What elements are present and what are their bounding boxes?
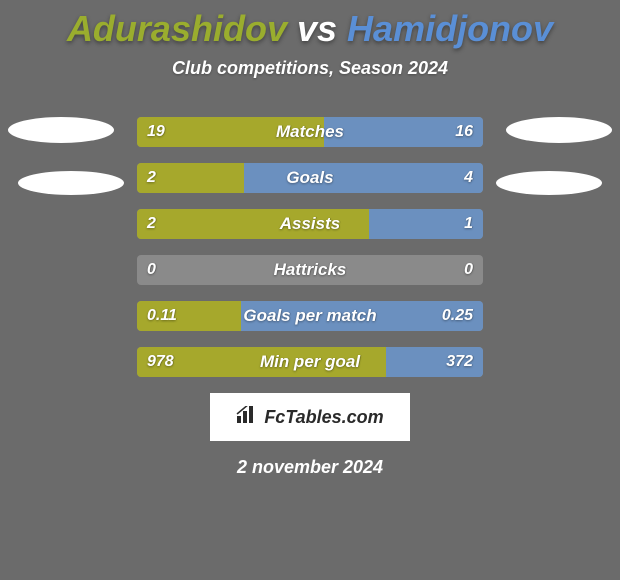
- stat-bar: Goals2 4: [137, 163, 483, 193]
- decor-ellipse: [18, 171, 124, 195]
- stat-bar-value-right: 0: [454, 255, 483, 285]
- stat-bar-value-right: 16: [445, 117, 483, 147]
- stat-bar: Min per goal978 372: [137, 347, 483, 377]
- stat-bar: Matches19 16: [137, 117, 483, 147]
- decor-ellipse: [506, 117, 612, 143]
- page-title: Adurashidov vs Hamidjonov: [0, 0, 620, 50]
- stat-bar-value-left: 978: [137, 347, 184, 377]
- stat-bar-label: Assists: [137, 209, 483, 239]
- stat-bar-label: Matches: [137, 117, 483, 147]
- stat-bar-value-right: 372: [436, 347, 483, 377]
- stat-bar-value-right: 1: [454, 209, 483, 239]
- decor-ellipse: [496, 171, 602, 195]
- chart-area: Matches1916Goals24Assists21Hattricks00Go…: [0, 117, 620, 478]
- title-left-player: Adurashidov: [67, 8, 287, 49]
- stat-bar-value-left: 2: [137, 163, 166, 193]
- stat-bar: Goals per match0.110.25: [137, 301, 483, 331]
- title-vs: vs: [297, 8, 337, 49]
- bar-chart-icon: [236, 406, 258, 429]
- stat-bar-value-left: 2: [137, 209, 166, 239]
- stat-bar-value-right: 0.25: [432, 301, 483, 331]
- bars-container: Matches1916Goals24Assists21Hattricks00Go…: [137, 117, 483, 377]
- subtitle: Club competitions, Season 2024: [0, 58, 620, 79]
- title-right-player: Hamidjonov: [347, 8, 553, 49]
- stat-bar-value-left: 0: [137, 255, 166, 285]
- brand-text: FcTables.com: [264, 407, 383, 428]
- stat-bar: Assists2 1: [137, 209, 483, 239]
- brand-box: FcTables.com: [210, 393, 410, 441]
- stat-bar: Hattricks0 0: [137, 255, 483, 285]
- stat-bar-label: Goals: [137, 163, 483, 193]
- stat-bar-value-left: 19: [137, 117, 175, 147]
- stat-bar-label: Min per goal: [137, 347, 483, 377]
- comparison-infographic: Adurashidov vs Hamidjonov Club competiti…: [0, 0, 620, 580]
- footer-date: 2 november 2024: [0, 457, 620, 478]
- stat-bar-value-left: 0.11: [137, 301, 187, 331]
- decor-ellipse: [8, 117, 114, 143]
- stat-bar-label: Hattricks: [137, 255, 483, 285]
- stat-bar-value-right: 4: [454, 163, 483, 193]
